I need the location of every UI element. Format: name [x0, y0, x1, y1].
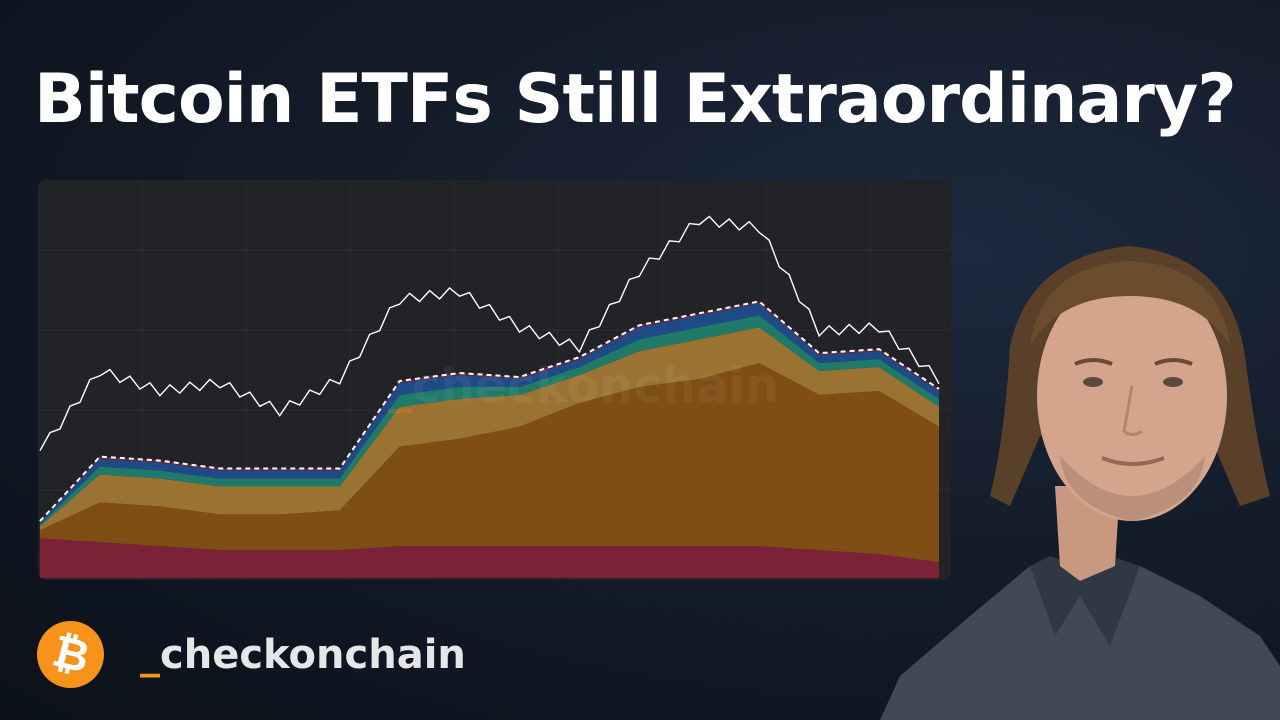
chart-watermark: _checkonchain: [388, 358, 780, 414]
area-series: [40, 538, 939, 578]
handle-name: checkonchain: [160, 632, 466, 678]
area-series: [40, 327, 939, 531]
presenter-portrait: [880, 246, 1280, 720]
channel-handle: _checkonchain: [140, 632, 466, 678]
handle-underscore: _: [140, 632, 160, 678]
stacked-area-chart: [38, 180, 951, 580]
area-series: [40, 363, 939, 563]
bitcoin-symbol: ₿: [47, 624, 95, 684]
page-title: Bitcoin ETFs Still Extraordinary?: [34, 60, 1237, 139]
chart-panel: _checkonchain: [38, 180, 951, 580]
total-outline: [39, 300, 940, 522]
price-line: [39, 215, 940, 451]
bitcoin-logo-icon: ₿: [37, 621, 104, 688]
